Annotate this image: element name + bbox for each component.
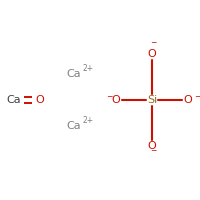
Text: Ca: Ca: [7, 95, 21, 105]
Text: −: −: [150, 38, 156, 47]
Text: O: O: [148, 141, 156, 151]
Text: 2+: 2+: [82, 116, 93, 125]
Text: −: −: [106, 92, 112, 101]
Text: O: O: [112, 95, 120, 105]
Text: 2+: 2+: [82, 64, 93, 73]
Text: O: O: [184, 95, 192, 105]
Text: O: O: [148, 49, 156, 59]
Text: Ca: Ca: [67, 69, 81, 79]
Text: Ca: Ca: [67, 121, 81, 131]
Text: −: −: [150, 146, 156, 155]
Text: O: O: [36, 95, 44, 105]
Text: −: −: [194, 92, 200, 101]
Text: Si: Si: [147, 95, 157, 105]
